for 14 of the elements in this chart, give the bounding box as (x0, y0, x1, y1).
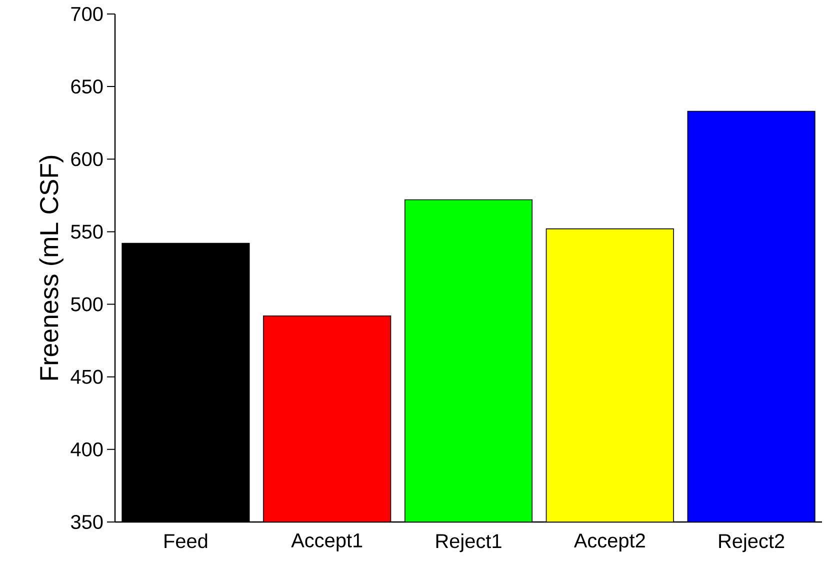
x-tick-label: Reject1 (436, 534, 502, 552)
y-tick-label: 500 (71, 297, 103, 312)
x-tick-label: Reject2 (719, 534, 784, 552)
x-tick-label: Accept1 (291, 534, 362, 552)
y-tick-label: 550 (71, 224, 103, 239)
y-tick-label: 400 (70, 442, 103, 456)
x-tick-label: Feed (164, 534, 208, 548)
y-axis-title: Freeness (mL CSF) (39, 156, 64, 380)
y-tick-label: 350 (71, 514, 103, 530)
y-tick-label: 450 (70, 370, 103, 384)
x-tick-label: Accept2 (574, 534, 645, 552)
y-tick-label: 700 (71, 6, 103, 22)
y-tick-label: 650 (71, 80, 103, 94)
y-tick-label: 600 (71, 152, 103, 166)
